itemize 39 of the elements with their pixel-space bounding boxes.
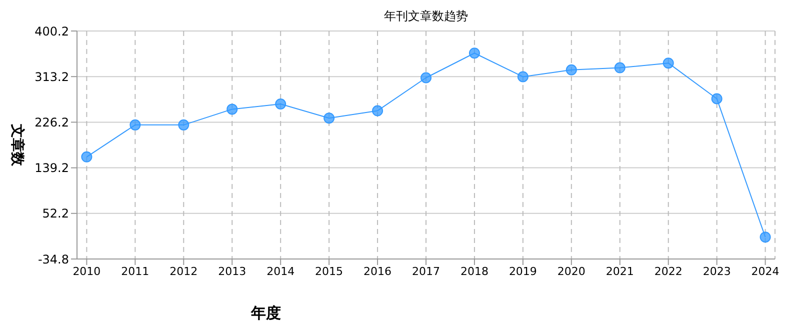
point <box>760 232 771 243</box>
x-tick-label: 2021 <box>606 264 634 278</box>
point <box>566 64 577 76</box>
point <box>130 119 141 130</box>
x-tick-label: 2018 <box>460 264 488 278</box>
x-tick-label: 2012 <box>170 264 198 278</box>
x-tick-label: 2017 <box>412 264 440 278</box>
x-tick-label: 2013 <box>218 264 246 278</box>
point <box>226 104 238 115</box>
point <box>275 98 286 110</box>
chart-title: 年刊文章数趋势 <box>383 8 469 25</box>
point <box>372 105 384 116</box>
y-tick-label: 226.2 <box>34 115 69 130</box>
point <box>81 151 92 162</box>
x-tick-label: 2016 <box>364 264 392 278</box>
x-tick-label: 2024 <box>751 264 780 278</box>
point <box>420 72 432 84</box>
y-axis-title: 文章数 <box>9 123 26 167</box>
x-tick-label: 2022 <box>654 264 682 278</box>
x-tick-label: 2014 <box>266 264 295 278</box>
y-tick-label: 400.2 <box>34 24 69 38</box>
point <box>614 62 626 74</box>
y-tick-label: 139.2 <box>34 161 69 176</box>
point <box>662 58 674 69</box>
x-tick-label: 2023 <box>702 264 731 278</box>
x-tick-label: 2020 <box>557 264 586 278</box>
point <box>711 93 722 104</box>
point <box>324 112 335 124</box>
y-tick-label: 313.2 <box>34 70 69 84</box>
point <box>468 48 480 59</box>
point <box>178 119 190 130</box>
x-tick-label: 2010 <box>72 264 101 278</box>
y-tick-label: 52.2 <box>42 206 69 221</box>
point <box>517 71 528 82</box>
y-tick-label: -34.8 <box>38 252 69 266</box>
x-tick-label: 2011 <box>121 264 150 278</box>
x-tick-label: 2015 <box>315 264 344 278</box>
x-axis-title: 年度 <box>250 304 281 322</box>
x-tick-label: 2019 <box>508 264 537 278</box>
